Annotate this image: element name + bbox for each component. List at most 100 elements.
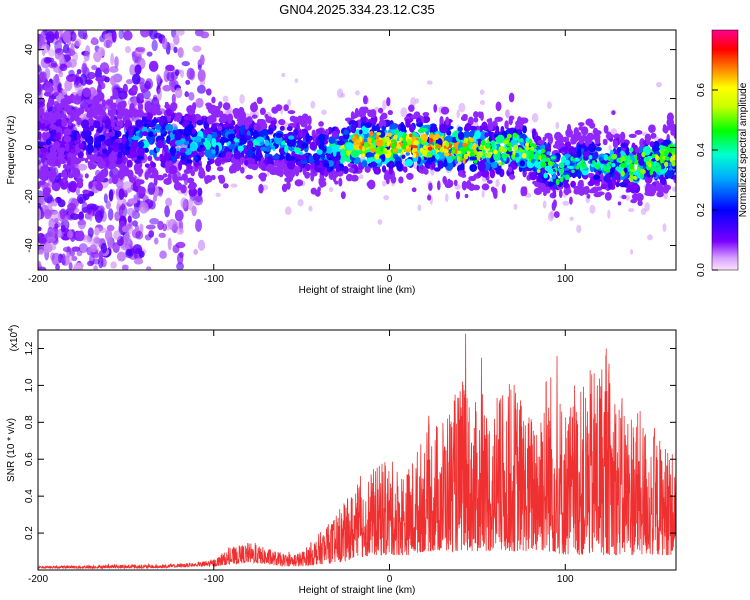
heatmap-cell xyxy=(125,79,134,85)
heatmap-cell xyxy=(89,123,95,132)
heatmap-cell xyxy=(191,205,197,217)
heatmap-cell xyxy=(166,114,172,122)
heatmap-cell xyxy=(641,151,646,158)
heatmap-cell xyxy=(86,143,94,154)
heatmap-cell xyxy=(361,153,366,157)
heatmap-cell xyxy=(593,174,601,180)
heatmap-cell xyxy=(134,64,142,75)
heatmap-cell xyxy=(310,173,315,182)
heatmap-cell xyxy=(133,163,138,172)
heatmap-cell xyxy=(127,169,134,180)
colorbar-tick-label: 0.0 xyxy=(696,263,707,277)
heatmap-cell xyxy=(69,213,80,220)
heatmap-cell xyxy=(314,189,321,197)
heatmap-cell xyxy=(156,73,161,84)
heatmap-cell xyxy=(126,159,133,168)
heatmap-cell xyxy=(89,156,96,163)
heatmap-cell xyxy=(614,170,620,180)
heatmap-cell xyxy=(589,204,596,214)
heatmap-cell xyxy=(258,173,265,180)
y-tick-label: 0 xyxy=(24,144,35,150)
heatmap-cell xyxy=(595,146,602,152)
spectrogram-heatmap xyxy=(38,30,676,270)
heatmap-cell xyxy=(54,40,63,54)
heatmap-cell xyxy=(158,116,164,127)
heatmap-cell xyxy=(664,184,672,191)
heatmap-cell xyxy=(67,118,73,127)
heatmap-cell xyxy=(139,202,149,214)
heatmap-cell xyxy=(222,95,229,103)
heatmap-cell xyxy=(184,91,189,98)
heatmap-cell xyxy=(105,200,111,210)
heatmap-cell xyxy=(183,125,192,136)
heatmap-cell xyxy=(53,92,59,97)
heatmap-cell xyxy=(38,66,42,76)
heatmap-cell xyxy=(382,150,388,155)
heatmap-cell xyxy=(228,143,237,150)
heatmap-cell xyxy=(48,173,55,182)
heatmap-cell xyxy=(45,138,52,146)
x-tick-label: 100 xyxy=(557,574,574,585)
heatmap-cell xyxy=(161,156,166,161)
heatmap-cell xyxy=(395,160,401,168)
heatmap-cell xyxy=(98,134,106,142)
heatmap-cell xyxy=(376,131,382,136)
heatmap-cell xyxy=(328,136,336,144)
heatmap-cell xyxy=(90,203,99,211)
y-tick-label: 20 xyxy=(24,93,35,105)
heatmap-cell xyxy=(76,69,82,75)
heatmap-cell xyxy=(571,171,577,179)
heatmap-cell xyxy=(149,218,160,225)
heatmap-cell xyxy=(121,108,130,118)
heatmap-cell xyxy=(552,188,557,199)
heatmap-cell xyxy=(547,167,553,174)
heatmap-cell xyxy=(87,139,94,146)
heatmap-cell xyxy=(196,119,204,126)
heatmap-cell xyxy=(146,123,155,128)
heatmap-cell xyxy=(620,170,625,177)
heatmap-cell xyxy=(378,107,384,114)
heatmap-cell xyxy=(624,159,628,165)
heatmap-cell xyxy=(380,112,388,120)
heatmap-cell xyxy=(173,181,183,191)
bottom-x-axis-label: Height of straight line (km) xyxy=(299,585,416,596)
heatmap-cell xyxy=(165,123,174,132)
heatmap-cell xyxy=(127,215,132,223)
heatmap-cell xyxy=(184,148,192,156)
heatmap-cell xyxy=(170,80,177,93)
heatmap-cell xyxy=(281,183,288,193)
heatmap-cell xyxy=(630,248,634,255)
heatmap-cell xyxy=(158,190,163,197)
heatmap-cell xyxy=(73,264,83,270)
heatmap-cell xyxy=(639,138,645,148)
heatmap-cell xyxy=(396,131,403,138)
heatmap-cell xyxy=(603,124,609,134)
heatmap-cell xyxy=(625,146,630,156)
heatmap-cell xyxy=(49,124,57,130)
heatmap-cell xyxy=(208,104,217,111)
heatmap-cell xyxy=(463,146,467,152)
heatmap-cell xyxy=(129,64,136,76)
heatmap-cell xyxy=(118,30,124,40)
heatmap-cell xyxy=(433,167,441,172)
heatmap-cell xyxy=(348,167,355,173)
heatmap-cell xyxy=(543,172,548,179)
heatmap-cell xyxy=(175,30,185,36)
y-tick-label: 0.2 xyxy=(24,526,35,540)
heatmap-cell xyxy=(82,189,90,195)
heatmap-cell xyxy=(582,151,590,158)
heatmap-cell xyxy=(296,115,304,123)
heatmap-cell xyxy=(617,201,622,206)
heatmap-cell xyxy=(213,109,222,118)
heatmap-cell xyxy=(93,265,98,270)
heatmap-cell xyxy=(164,152,172,160)
heatmap-cell xyxy=(457,126,463,132)
heatmap-cell xyxy=(148,230,155,238)
heatmap-cell xyxy=(157,220,164,231)
heatmap-cell xyxy=(97,47,106,57)
heatmap-cell xyxy=(38,226,42,232)
heatmap-cell xyxy=(562,200,570,206)
heatmap-cell xyxy=(345,142,354,151)
heatmap-cell xyxy=(256,123,262,132)
heatmap-cell xyxy=(388,160,395,170)
